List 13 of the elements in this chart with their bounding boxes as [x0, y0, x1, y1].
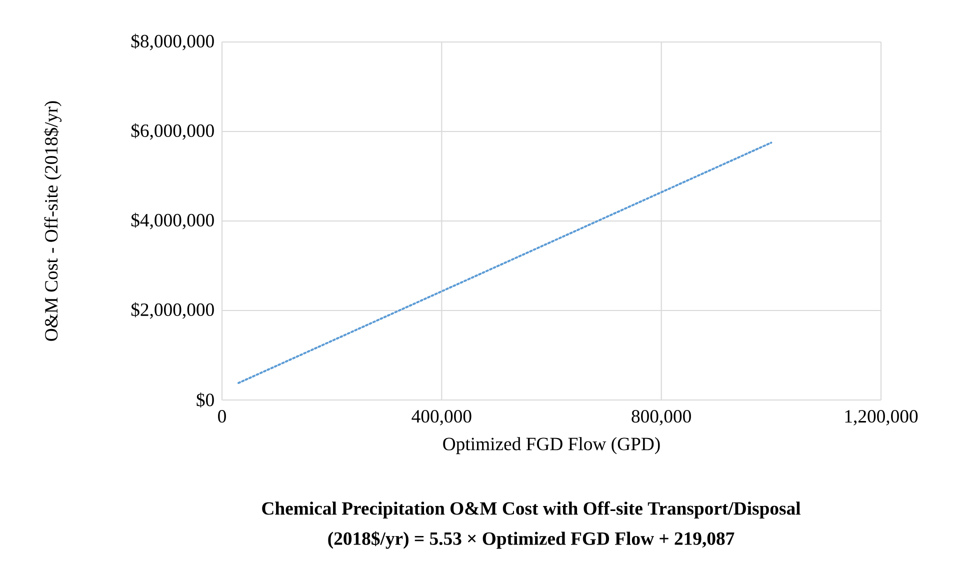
y-tick-label: $8,000,000 [131, 34, 214, 50]
x-tick-label: 800,000 [632, 410, 691, 426]
y-tick-label: $4,000,000 [131, 212, 214, 230]
y-tick-label: $2,000,000 [131, 302, 214, 319]
y-axis-title: O&M Cost - Off-site (2018$/yr) [44, 101, 62, 341]
x-tick-label: 0 [218, 410, 226, 423]
text: Chemical Precipitation O&M Cost with Off-site Transport/Disposal [262, 501, 800, 519]
x-tick-label: 1,200,000 [845, 410, 918, 426]
y-tick-label: $6,000,000 [131, 123, 214, 140]
text: (2018$/yr) = 5.53 × Optimized FGD Flow + 219,087 [328, 531, 734, 549]
x-axis-title: Optimized FGD Flow (GPD) [443, 437, 660, 454]
x-tick-label: 400,000 [412, 410, 472, 426]
y-tick-label: $0 [196, 392, 214, 408]
